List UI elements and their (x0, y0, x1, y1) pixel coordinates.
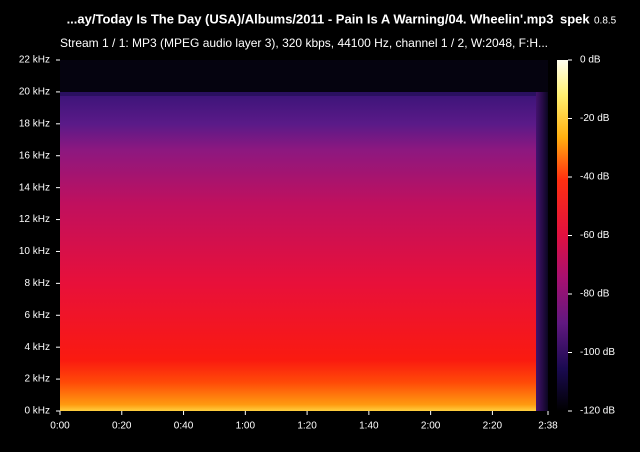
y-tick-label: 8 kHz (24, 278, 50, 289)
y-tick-label: 18 kHz (19, 118, 50, 129)
file-title: ...ay/Today Is The Day (USA)/Albums/2011… (67, 11, 554, 26)
x-tick-label: 0:40 (174, 421, 194, 432)
y-tick-label: 10 kHz (19, 246, 50, 257)
x-tick-label: 1:40 (359, 421, 379, 432)
spectrogram-tail (536, 92, 548, 411)
y-tick-label: 0 kHz (24, 406, 50, 417)
y-tick-label: 22 kHz (19, 55, 50, 66)
y-tick-label: 16 kHz (19, 150, 50, 161)
colorbar-tick-label: -120 dB (580, 406, 615, 417)
spectrogram (60, 92, 536, 411)
y-tick-label: 14 kHz (19, 182, 50, 193)
x-tick-label: 1:20 (297, 421, 317, 432)
x-tick-label: 2:38 (538, 421, 558, 432)
colorbar-tick-label: -40 dB (580, 172, 610, 183)
y-tick-label: 12 kHz (19, 214, 50, 225)
y-tick-label: 6 kHz (24, 310, 50, 321)
colorbar-tick-label: -100 dB (580, 347, 615, 358)
app-version: 0.8.5 (594, 16, 617, 27)
y-tick-label: 20 kHz (19, 87, 50, 98)
colorbar-tick-label: -80 dB (580, 289, 610, 300)
colorbar-tick-label: 0 dB (580, 55, 601, 66)
y-tick-label: 2 kHz (24, 374, 50, 385)
colorbar (557, 60, 568, 411)
app-name: spek (560, 11, 590, 26)
x-tick-label: 0:20 (112, 421, 132, 432)
x-tick-label: 1:00 (236, 421, 256, 432)
colorbar-tick-label: -60 dB (580, 230, 610, 241)
colorbar-tick-label: -20 dB (580, 113, 610, 124)
x-tick-label: 2:00 (421, 421, 441, 432)
x-tick-label: 0:00 (50, 421, 70, 432)
stream-info: Stream 1 / 1: MP3 (MPEG audio layer 3), … (60, 36, 548, 50)
x-tick-label: 2:20 (483, 421, 503, 432)
y-tick-label: 4 kHz (24, 342, 50, 353)
spectrogram-top-band (60, 92, 536, 96)
